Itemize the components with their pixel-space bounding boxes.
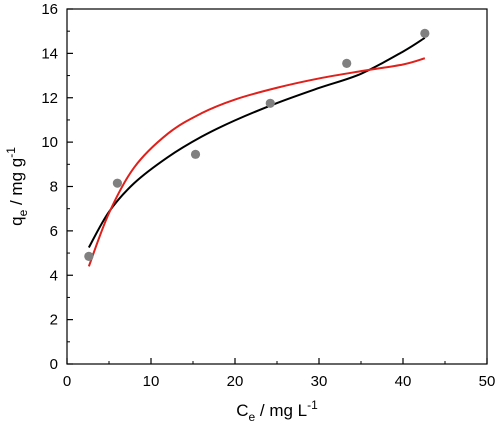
y-tick-label: 12: [41, 90, 58, 107]
x-axis-title-sup: -1: [307, 398, 318, 412]
axis-ticks: 0 10 20 30 40 50 0 2 4 6 8 10 12 14 16: [41, 1, 495, 390]
series-layer: [84, 28, 430, 267]
y-axis-title-rest: / mg g: [7, 158, 26, 210]
fit-curve-1: [87, 36, 426, 249]
y-tick-label: 2: [50, 312, 58, 329]
x-tick-label: 30: [311, 373, 328, 390]
x-tick-label: 10: [143, 373, 160, 390]
x-axis-title-sub: e: [248, 410, 255, 424]
y-tick-label: 8: [50, 179, 58, 196]
x-tick-label: 40: [395, 373, 412, 390]
y-tick-label: 6: [50, 223, 58, 240]
y-tick-label: 0: [50, 356, 58, 373]
data-point: [342, 58, 352, 68]
fit-curve-2: [87, 57, 426, 267]
y-tick-label: 16: [41, 1, 58, 18]
data-point: [190, 149, 201, 159]
x-axis-title-rest: / mg L: [255, 401, 307, 420]
y-tick-label: 4: [50, 267, 58, 284]
y-axis-title-sub: e: [16, 209, 30, 216]
y-tick-label: 14: [41, 45, 58, 62]
y-axis-title-main: q: [7, 216, 26, 225]
x-axis-title-main: C: [236, 401, 248, 420]
data-point: [112, 178, 122, 188]
x-tick-label: 20: [227, 373, 244, 390]
x-axis-title: Ce / mg L-1: [236, 398, 318, 424]
data-point: [84, 251, 94, 261]
x-tick-label: 50: [479, 373, 496, 390]
y-axis-title: qe / mg g-1: [4, 147, 30, 226]
data-point: [265, 98, 275, 108]
x-tick-label: 0: [63, 373, 71, 390]
y-tick-label: 10: [41, 134, 58, 151]
y-axis-title-sup: -1: [4, 147, 18, 158]
data-point: [420, 28, 430, 39]
